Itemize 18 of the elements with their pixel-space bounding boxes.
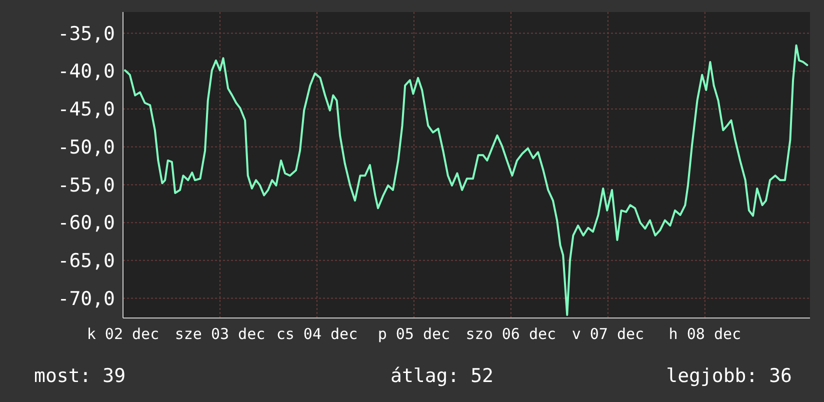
x-tick-label: k 02 dec [86,325,160,343]
text: legjobb: 36 [666,365,792,387]
x-tick-label: szo 06 dec [466,325,556,343]
text: most: 39 [34,365,126,387]
y-tick-label: -45,0 [58,98,115,121]
y-tick-label: -50,0 [58,136,115,158]
y-tick-label: -40,0 [58,60,115,83]
x-tick-label: p 05 dec [378,325,450,343]
y-tick-label: -70,0 [58,288,115,310]
x-tick-label: h 08 dec [668,325,742,343]
y-tick-label: -65,0 [58,250,115,272]
x-tick-label: sze 03 dec [174,325,266,343]
x-tick-label: v 07 dec [572,325,644,343]
x-tick-label: cs 04 dec [276,325,358,343]
text: átlag: 52 [390,365,494,387]
y-tick-label: -60,0 [58,212,115,234]
y-tick-label: -55,0 [58,174,115,196]
y-tick-label: -35,0 [58,22,115,45]
